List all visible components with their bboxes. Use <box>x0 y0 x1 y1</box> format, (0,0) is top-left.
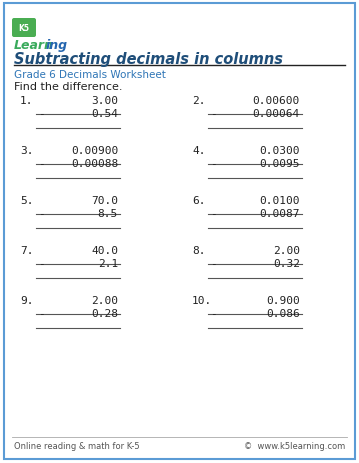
Text: 0.0300: 0.0300 <box>260 146 300 156</box>
Text: -: - <box>210 258 217 269</box>
Text: Subtracting decimals in columns: Subtracting decimals in columns <box>14 52 283 67</box>
Text: 40.0: 40.0 <box>91 245 118 256</box>
Text: 0.00088: 0.00088 <box>71 159 118 169</box>
Text: 0.0100: 0.0100 <box>260 195 300 206</box>
Text: Learn: Learn <box>14 39 54 52</box>
Text: 2.00: 2.00 <box>91 295 118 305</box>
Text: -: - <box>38 258 45 269</box>
Text: Grade 6 Decimals Worksheet: Grade 6 Decimals Worksheet <box>14 70 166 80</box>
Text: Online reading & math for K-5: Online reading & math for K-5 <box>14 441 140 450</box>
Text: -: - <box>38 208 45 219</box>
Text: -: - <box>210 159 217 169</box>
Text: 4.: 4. <box>192 146 205 156</box>
Text: ing: ing <box>46 39 68 52</box>
Text: -: - <box>210 208 217 219</box>
Text: 0.00900: 0.00900 <box>71 146 118 156</box>
Text: Find the difference.: Find the difference. <box>14 82 122 92</box>
Text: 2.: 2. <box>192 96 205 106</box>
Text: 3.: 3. <box>20 146 33 156</box>
Text: ©  www.k5learning.com: © www.k5learning.com <box>244 441 345 450</box>
Text: -: - <box>38 109 45 119</box>
Text: 2.00: 2.00 <box>273 245 300 256</box>
Text: 0.28: 0.28 <box>91 308 118 319</box>
Text: 7.: 7. <box>20 245 33 256</box>
Text: 6.: 6. <box>192 195 205 206</box>
Text: 10.: 10. <box>192 295 212 305</box>
Text: -: - <box>38 308 45 319</box>
Text: 0.00600: 0.00600 <box>253 96 300 106</box>
Text: 0.0095: 0.0095 <box>260 159 300 169</box>
Text: 9.: 9. <box>20 295 33 305</box>
Text: K5: K5 <box>19 24 29 33</box>
Text: -: - <box>210 308 217 319</box>
Text: 0.32: 0.32 <box>273 258 300 269</box>
Text: 0.54: 0.54 <box>91 109 118 119</box>
Text: 0.086: 0.086 <box>266 308 300 319</box>
Text: 8.5: 8.5 <box>98 208 118 219</box>
Text: 0.00064: 0.00064 <box>253 109 300 119</box>
FancyBboxPatch shape <box>12 19 36 38</box>
Text: 8.: 8. <box>192 245 205 256</box>
Text: -: - <box>38 159 45 169</box>
Text: 1.: 1. <box>20 96 33 106</box>
Text: -: - <box>210 109 217 119</box>
Text: 0.900: 0.900 <box>266 295 300 305</box>
Text: 70.0: 70.0 <box>91 195 118 206</box>
Text: 0.0087: 0.0087 <box>260 208 300 219</box>
Text: 2.1: 2.1 <box>98 258 118 269</box>
Text: 5.: 5. <box>20 195 33 206</box>
Text: 3.00: 3.00 <box>91 96 118 106</box>
